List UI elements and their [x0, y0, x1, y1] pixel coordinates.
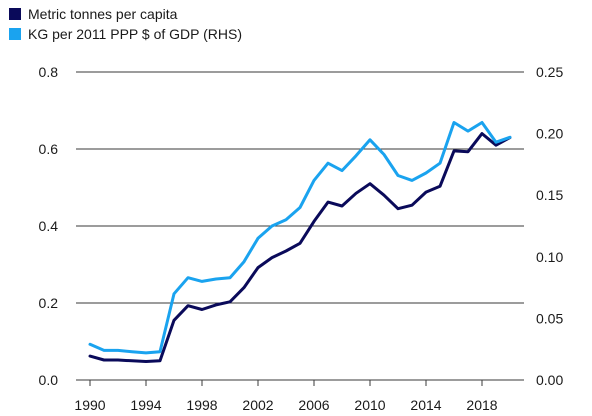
- y-right-tick-label: 0.00: [536, 372, 563, 388]
- y-left-tick-label: 0.6: [39, 141, 59, 157]
- legend: Metric tonnes per capita KG per 2011 PPP …: [9, 6, 242, 42]
- y-left-tick-label: 0.2: [39, 295, 59, 311]
- gridlines: [76, 71, 524, 381]
- legend-swatch: [9, 8, 21, 20]
- y-left-tick-label: 0.4: [39, 218, 59, 234]
- x-tick-label: 2006: [298, 397, 329, 413]
- legend-swatch: [9, 28, 21, 40]
- y-right-tick-label: 0.10: [536, 249, 563, 265]
- y-right-tick-label: 0.20: [536, 126, 563, 142]
- x-tick-label: 1990: [74, 397, 105, 413]
- legend-label: Metric tonnes per capita: [28, 6, 178, 22]
- series-line-metric-tonnes: [88, 132, 512, 363]
- x-tick-label: 2014: [410, 397, 441, 413]
- x-tick-label: 2018: [466, 397, 497, 413]
- series-line-kg-per-ppp: [88, 121, 512, 355]
- x-tick-label: 2002: [242, 397, 273, 413]
- series-lines: [88, 121, 512, 363]
- x-tick-label: 1994: [130, 397, 161, 413]
- legend-label: KG per 2011 PPP $ of GDP (RHS): [28, 26, 242, 42]
- x-tick-label: 2010: [354, 397, 385, 413]
- x-tick-label: 1998: [186, 397, 217, 413]
- axes: 0.0 0.2 0.4 0.6 0.8 0.00 0.05 0.10 0.15 0.20 0.25 1…: [39, 64, 564, 413]
- y-left-tick-label: 0.8: [39, 64, 59, 80]
- y-right-tick-label: 0.25: [536, 64, 563, 80]
- y-right-tick-label: 0.05: [536, 310, 563, 326]
- y-right-tick-label: 0.15: [536, 187, 563, 203]
- y-left-tick-label: 0.0: [39, 372, 59, 388]
